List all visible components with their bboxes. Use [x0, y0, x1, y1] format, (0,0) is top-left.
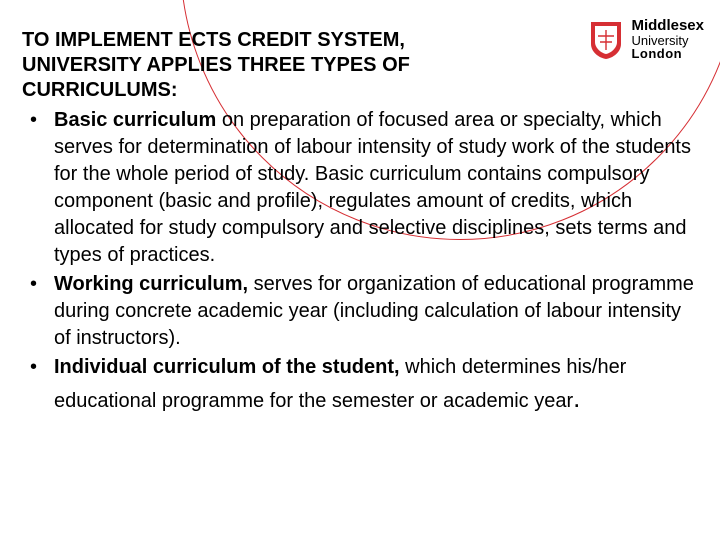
list-item: Basic curriculum on preparation of focus… [22, 107, 698, 269]
bullet-bold: Basic curriculum [54, 109, 216, 131]
bullet-bold: Individual curriculum of the student, [54, 356, 400, 378]
logo-line-1: Middlesex [631, 18, 704, 34]
bullet-trailing: . [573, 383, 580, 413]
logo-line-2: University [631, 34, 704, 48]
logo-line-3: London [631, 47, 704, 61]
list-item: Individual curriculum of the student, wh… [22, 354, 698, 416]
bullet-bold: Working curriculum, [54, 273, 248, 295]
slide-content: TO IMPLEMENT ECTS CREDIT SYSTEM, UNIVERS… [22, 28, 698, 418]
logo-text: Middlesex University London [631, 18, 704, 61]
university-logo: Middlesex University London [589, 18, 704, 61]
shield-icon [589, 20, 623, 60]
slide-heading: TO IMPLEMENT ECTS CREDIT SYSTEM, UNIVERS… [22, 28, 482, 103]
list-item: Working curriculum, serves for organizat… [22, 271, 698, 352]
bullet-text: on preparation of focused area or specia… [54, 109, 691, 266]
bullet-list: Basic curriculum on preparation of focus… [22, 107, 698, 416]
